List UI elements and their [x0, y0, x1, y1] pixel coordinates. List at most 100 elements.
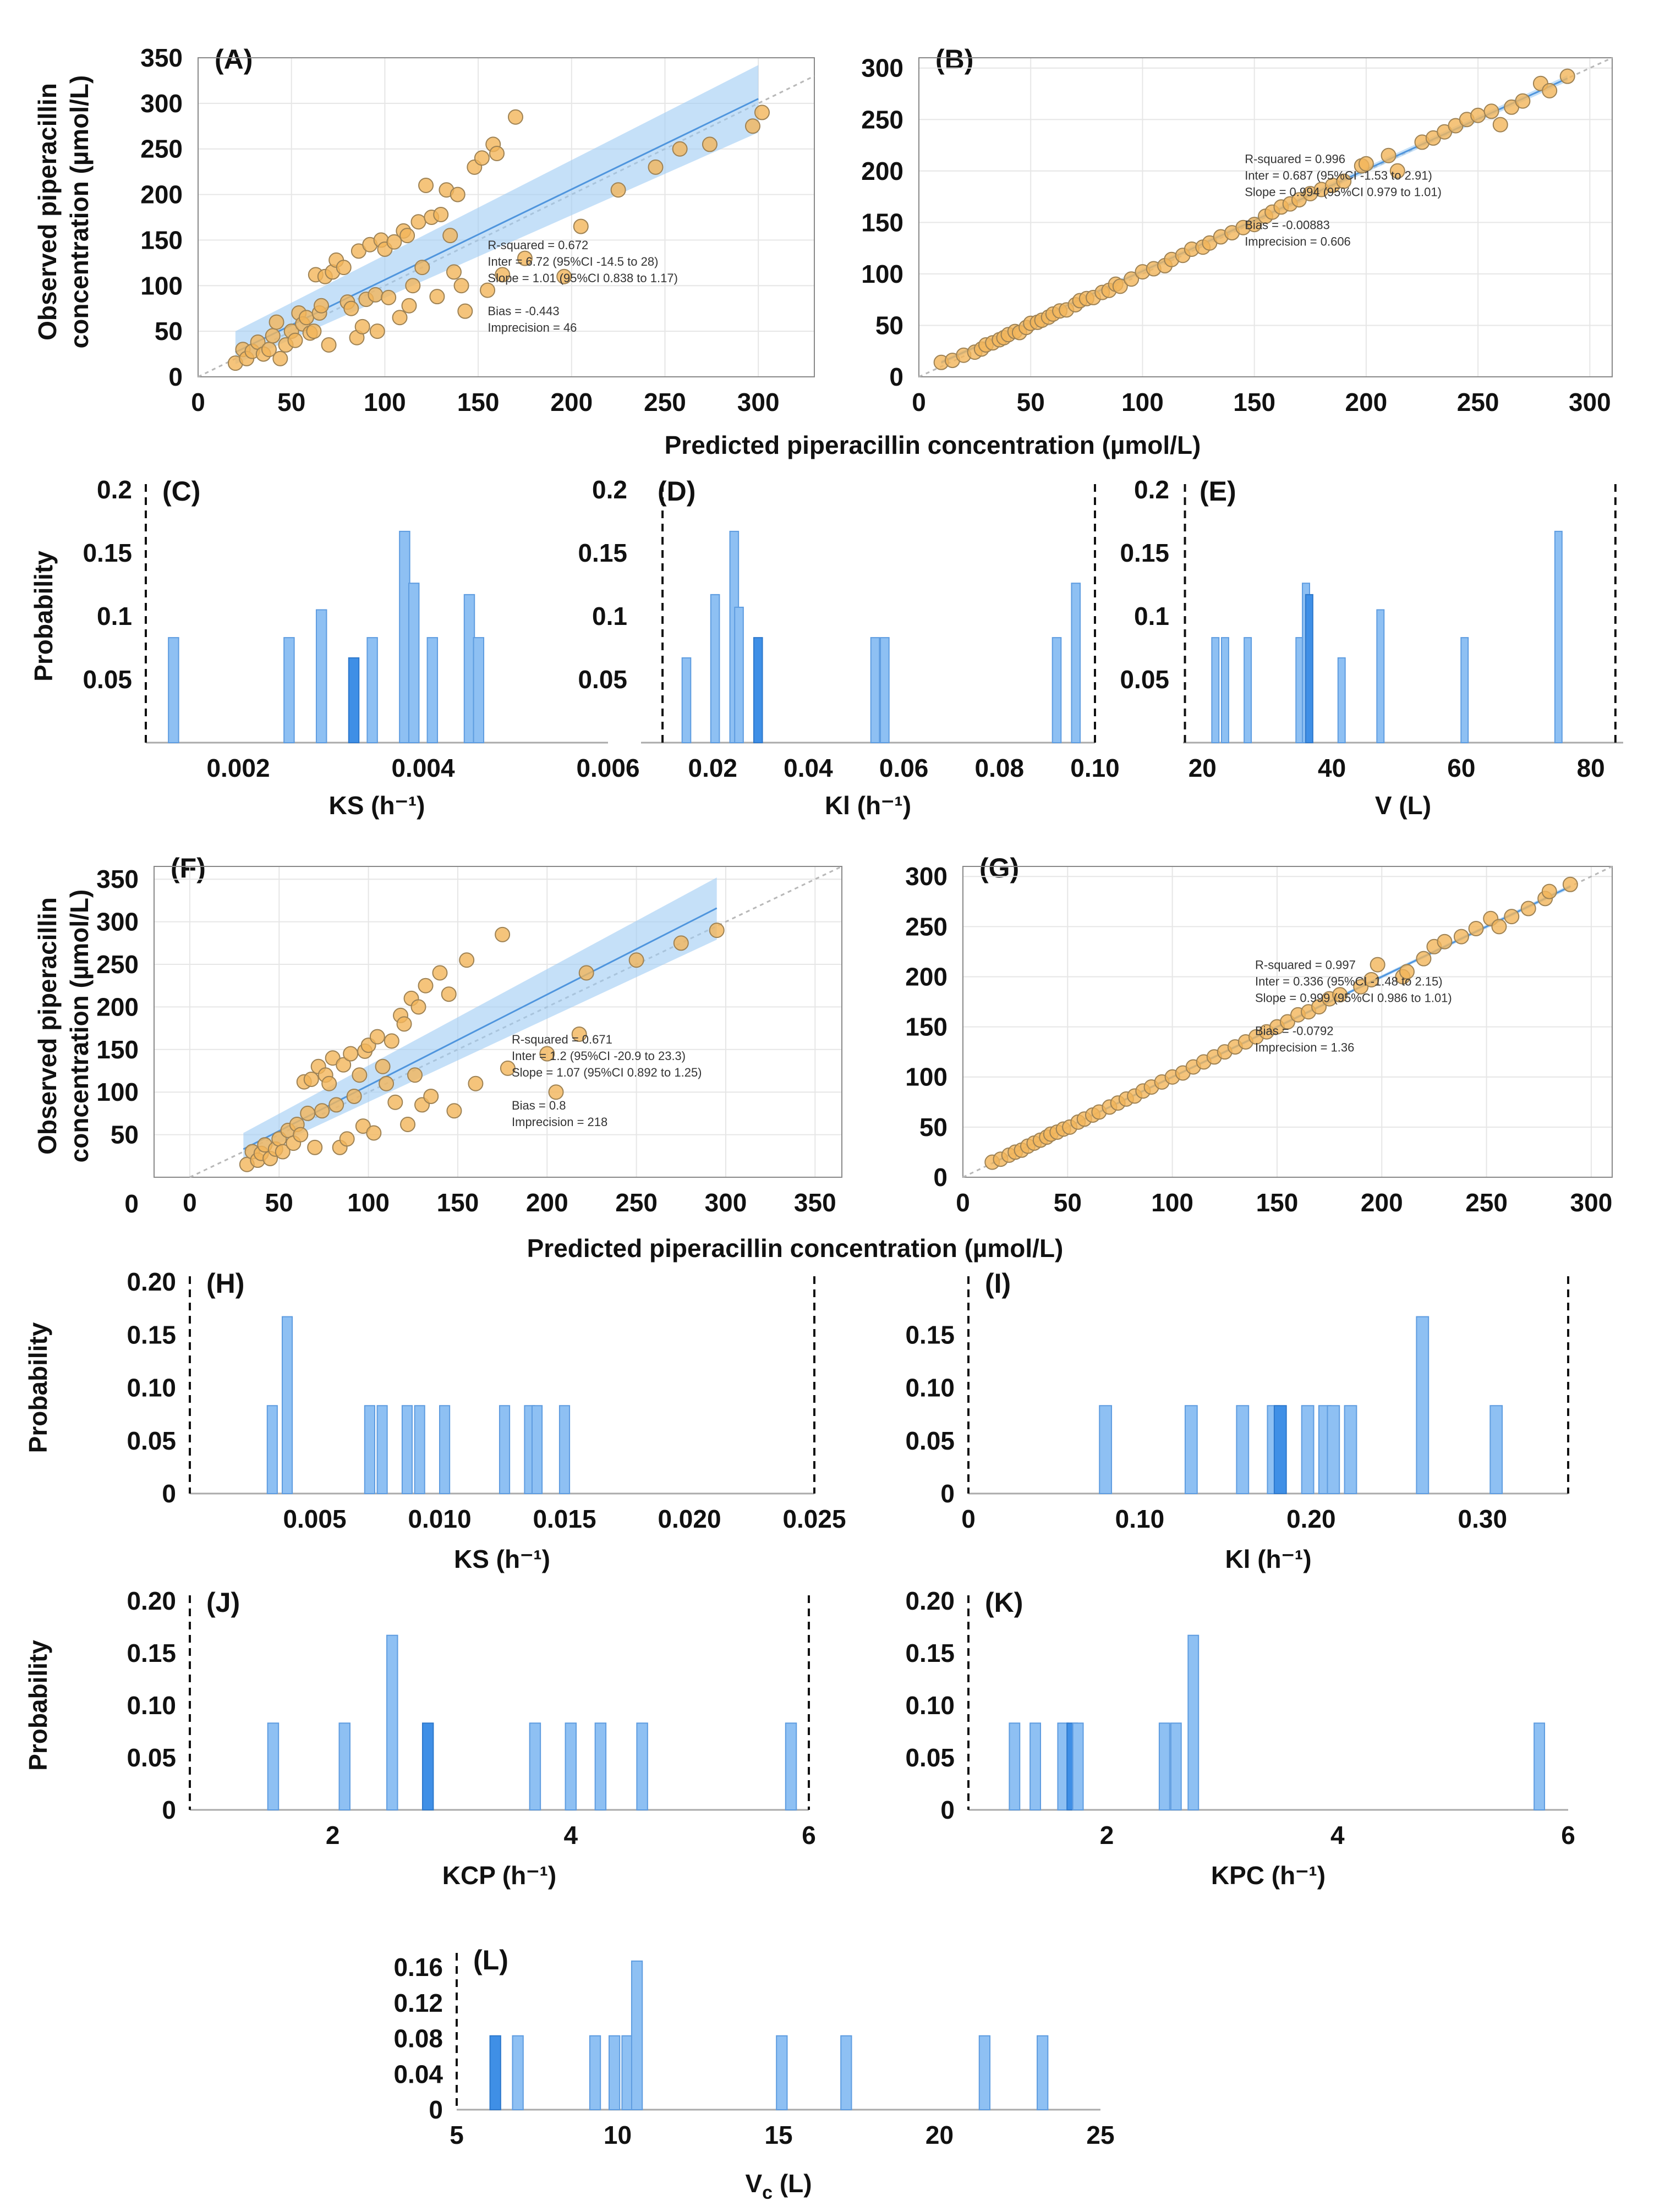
stats-line: Bias = -0.0792 [1255, 1024, 1333, 1038]
plot-frame [198, 57, 815, 377]
data-point [1332, 987, 1348, 1003]
data-point [1246, 217, 1262, 233]
histogram-bar [283, 637, 295, 743]
x-tick-label: 40 [1318, 754, 1346, 782]
data-point [300, 1105, 316, 1121]
data-point [507, 109, 523, 125]
panel-a: (A) 0 50 100 150 200 250 300 0 50 100 150 200 250 300 3… [140, 43, 815, 416]
data-point [578, 965, 594, 981]
y-tick-label: 0 [889, 363, 903, 391]
panel-f: (F) 0 50 100 150 200 250 300 350 50 100 150 200 250 30… [96, 853, 842, 1218]
stats-line: Inter = 1.2 (95%CI -20.9 to 23.3) [512, 1049, 686, 1063]
y-tick-label: 50 [919, 1113, 948, 1141]
panel-h: (H) 0.005 0.010 0.015 0.020 0.025 0 0.05 0.10 0.1… [24, 1267, 846, 1573]
y-tick-label: 200 [861, 157, 903, 185]
data-point [414, 260, 430, 276]
data-point [1515, 93, 1531, 109]
histogram-bar [376, 1405, 388, 1495]
stats-line: Inter = 0.687 (95%CI -1.53 to 2.91) [1245, 168, 1432, 182]
x-tick-label: 150 [1233, 388, 1275, 416]
confidence-band [243, 877, 717, 1161]
data-point [410, 999, 426, 1015]
data-point [346, 1088, 362, 1104]
stats-line: Imprecision = 46 [488, 321, 577, 334]
data-point [480, 282, 496, 298]
data-point [1389, 163, 1405, 179]
data-point [1311, 999, 1327, 1015]
histogram-bar [399, 530, 410, 744]
panel-label: (F) [171, 853, 206, 883]
x-tick-label: 0.020 [658, 1505, 721, 1533]
histogram-bar [426, 637, 439, 743]
data-point [418, 178, 434, 193]
histogram-bar [414, 1405, 425, 1495]
x-tick-label: 100 [1121, 388, 1164, 416]
xlabel-middle: Predicted piperacillin concentration (µm… [527, 1234, 1064, 1263]
y-tick-label: 0.15 [905, 1639, 955, 1667]
x-tick-label: 20 [925, 2121, 954, 2149]
data-point [446, 1103, 462, 1119]
histogram-bar [1273, 1405, 1287, 1495]
y-tick-label: 250 [861, 105, 903, 134]
x-tick-label: 15 [764, 2121, 792, 2149]
histogram-bar [168, 637, 179, 743]
data-point [381, 289, 397, 305]
ylabel-middle-line2: concentration (µmol/L) [65, 890, 94, 1163]
stats-line: Inter = 6.72 (95%CI -14.5 to 28) [488, 255, 658, 268]
histogram-bar [266, 1405, 278, 1495]
data-point [287, 332, 303, 348]
data-point [265, 328, 281, 344]
histogram-bar [386, 1634, 398, 1810]
data-point [468, 1075, 484, 1091]
y-tick-label: 0.1 [97, 602, 132, 630]
x-tick-label: 250 [615, 1188, 658, 1217]
panel-b: (B) 0 50 100 150 200 250 300 0 50 100 150 200 250 300 R… [861, 44, 1613, 416]
stats-line: Slope = 1.01 (95%CI 0.838 to 1.17) [488, 271, 678, 285]
histogram-bar [1221, 637, 1229, 743]
stats-line: Imprecision = 1.36 [1255, 1040, 1354, 1054]
x-axis-label: Kl (h⁻¹) [1225, 1545, 1311, 1573]
histogram-bar [776, 2035, 788, 2111]
data-point [459, 952, 475, 968]
data-point [433, 207, 449, 223]
panel-label: (C) [162, 476, 200, 507]
data-point [1280, 1014, 1295, 1030]
x-tick-label: 0.004 [391, 754, 455, 782]
data-point [702, 136, 718, 152]
data-point [306, 323, 322, 339]
x-tick-label: 0 [912, 388, 926, 416]
data-point [474, 150, 490, 166]
y-tick-label: 0.20 [127, 1587, 176, 1615]
histogram-bar [463, 594, 475, 744]
data-point [314, 298, 329, 314]
x-tick-label: 0.025 [782, 1505, 846, 1533]
x-tick-label: 100 [1151, 1188, 1193, 1217]
data-point [673, 935, 689, 951]
data-point [1437, 934, 1453, 949]
data-point [1492, 117, 1508, 133]
panels: (A)0 50 100 150 200 250 3000501001502002503003… [24, 43, 1623, 2203]
data-point [1336, 173, 1352, 189]
panel-l: (L) 5 10 15 20 25 0 0.04 0.08 0.12 0.16 Vc (L) [393, 1945, 1114, 2203]
stats-line: Bias = -0.00883 [1245, 218, 1330, 232]
y-tick-label: 0 [933, 1163, 948, 1192]
histogram-bar [1489, 1405, 1503, 1495]
x-tick-label: 300 [1569, 388, 1611, 416]
x-tick-label: 150 [457, 388, 500, 416]
histogram-bar [473, 637, 485, 743]
stats-line: Bias = 0.8 [512, 1099, 566, 1112]
stats-line: Slope = 1.07 (95%CI 0.892 to 1.25) [512, 1066, 702, 1079]
data-point [495, 267, 511, 283]
data-point [453, 278, 469, 294]
x-tick-label: 150 [437, 1188, 479, 1217]
x-tick-label: 0.04 [784, 754, 833, 782]
data-point [442, 228, 458, 244]
x-tick-label: 300 [737, 388, 780, 416]
data-point [1562, 876, 1578, 892]
stats-line: Imprecision = 218 [512, 1115, 607, 1129]
x-tick-label: 0.006 [576, 754, 639, 782]
panel-label: (I) [985, 1268, 1011, 1299]
y-tick-label: 0 [124, 1189, 139, 1218]
x-tick-label: 10 [604, 2121, 632, 2149]
data-point [1399, 964, 1415, 980]
